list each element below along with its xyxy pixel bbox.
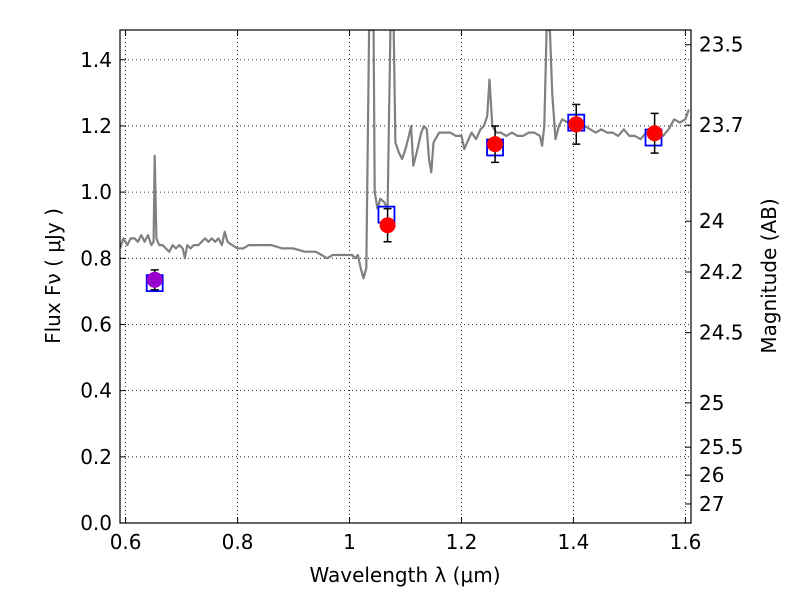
y-left-tick-label: 0.8 [80, 246, 112, 270]
x-tick-label: 1.2 [446, 530, 478, 554]
y-left-tick-label: 0.2 [80, 445, 112, 469]
y-right-tick-label: 25.5 [699, 435, 744, 459]
y-left-tick-label: 1.2 [80, 114, 112, 138]
plot-layer [120, 30, 690, 293]
x-tick-label: 1 [343, 530, 356, 554]
x-axis-title: Wavelength λ (μm) [309, 563, 500, 587]
measurement-point [379, 217, 396, 234]
x-tick-label: 1.6 [669, 530, 701, 554]
measurement-point [487, 136, 504, 153]
measurement-point [146, 271, 163, 288]
x-tick-label: 1.4 [558, 530, 590, 554]
y-right-tick-label: 24 [699, 209, 724, 233]
y-axis-right-title: Magnitude (AB) [757, 198, 781, 353]
y-right-tick-label: 23.7 [699, 113, 744, 137]
y-right-tick-label: 27 [699, 492, 724, 516]
axis-layer: 0.6 0.8 1 1.2 1.4 1.6 0.0 0.2 0.4 0.6 0.8 1.0 1.2 1.4… [80, 30, 744, 554]
y-left-tick-label: 0.4 [80, 379, 112, 403]
measurement-point [568, 116, 585, 133]
y-axis-left-title: Flux Fν ( μJy ) [41, 208, 65, 344]
x-tick-label: 0.6 [110, 530, 142, 554]
y-left-tick-label: 0.0 [80, 511, 112, 535]
plot-frame [119, 29, 692, 524]
measurement-point [646, 125, 663, 142]
y-left-tick-label: 1.4 [80, 48, 112, 72]
y-right-tick-label: 26 [699, 463, 724, 487]
y-left-tick-label: 0.6 [80, 312, 112, 336]
y-right-tick-label: 25 [699, 391, 724, 415]
y-left-tick-label: 1.0 [80, 180, 112, 204]
y-right-tick-label: 23.5 [699, 33, 744, 57]
y-right-tick-label: 24.2 [699, 260, 744, 284]
x-tick-label: 0.8 [222, 530, 254, 554]
y-right-tick-label: 24.5 [699, 321, 744, 345]
